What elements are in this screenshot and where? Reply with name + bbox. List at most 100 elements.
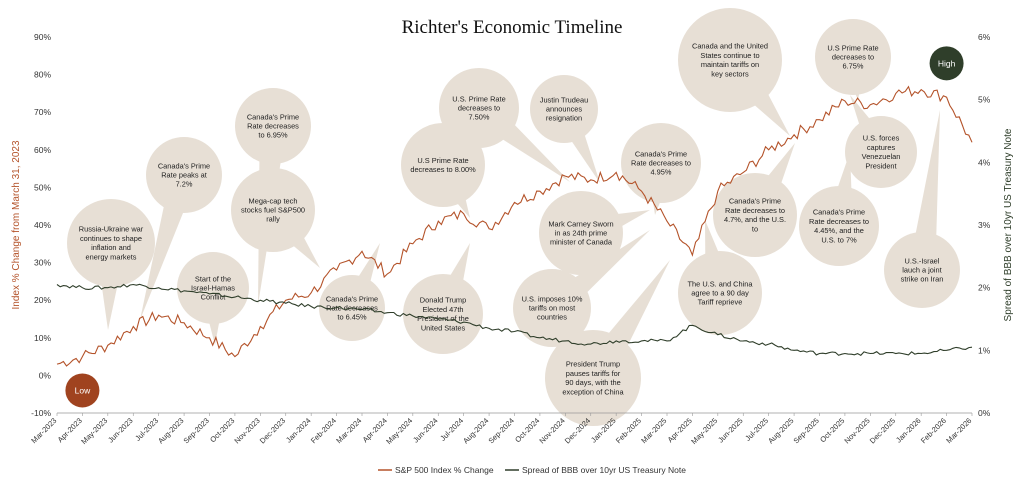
x-tick-label: Jan-2024 bbox=[284, 416, 312, 444]
y-left-tick-label: 40% bbox=[34, 220, 51, 230]
bubble-circle bbox=[403, 274, 483, 354]
x-tick-label: Mar-2023 bbox=[29, 416, 58, 445]
annotation-text: Canada's Prime Rate decreases to 4.45%, an… bbox=[809, 208, 869, 245]
bubble-circle bbox=[439, 68, 519, 148]
bubble-circle bbox=[231, 168, 315, 252]
y-right-tick-label: 0% bbox=[978, 408, 991, 418]
x-tick-label: Nov-2025 bbox=[842, 416, 871, 445]
annotation-bubble: U.S. Prime Rate decreases to 7.50% bbox=[439, 68, 570, 182]
y-left-tick-label: 20% bbox=[34, 295, 51, 305]
annotation-text: Canada and the United States continue to m… bbox=[692, 42, 768, 79]
x-tick-label: Jan-2026 bbox=[894, 416, 922, 444]
x-tick-label: Mar-2026 bbox=[944, 416, 973, 445]
annotation-text: Canada's Prime Rate peaks at 7.2% bbox=[158, 161, 210, 188]
annotation-text: Donald Trump Elected 47th President of the… bbox=[417, 296, 469, 333]
y-left-tick-label: -10% bbox=[31, 408, 51, 418]
x-tick-label: Dec-2025 bbox=[868, 416, 897, 445]
x-tick-label: Jun-2023 bbox=[106, 416, 134, 444]
y-right-tick-label: 1% bbox=[978, 345, 991, 355]
bubble-circle bbox=[678, 251, 762, 335]
annotation-text: U.S.-Israel lauch a joint strike on Iran bbox=[901, 256, 944, 283]
annotation-text: U.S Prime Rate decreases to 8.00% bbox=[410, 156, 476, 174]
y-right-tick-label: 5% bbox=[978, 95, 991, 105]
annotation-bubble: U.S. imposes 10% tariffs on most countries bbox=[513, 230, 650, 347]
x-tick-label: Aug-2024 bbox=[461, 416, 490, 445]
bubble-circle bbox=[530, 75, 598, 143]
x-tick-label: Nov-2024 bbox=[537, 416, 566, 445]
bubble-circle bbox=[815, 19, 891, 95]
y-left-tick-label: 30% bbox=[34, 258, 51, 268]
y-left-tick-label: 90% bbox=[34, 32, 51, 42]
marker-label: Low bbox=[75, 385, 91, 395]
x-tick-label: Feb-2024 bbox=[309, 416, 338, 445]
bubble-circle bbox=[713, 173, 797, 257]
y-left-tick-label: 0% bbox=[39, 370, 52, 380]
annotation-text: Canada's Prime Rate decreases to 6.95% bbox=[247, 112, 299, 139]
annotation-bubble: Canada and the United States continue to m… bbox=[678, 8, 790, 136]
x-tick-label: May-2025 bbox=[689, 416, 719, 446]
y-axis-right-title: Spread of BBB over 10yr US Treasury Note bbox=[1003, 128, 1014, 321]
legend-label: Spread of BBB over 10yr US Treasury Note bbox=[522, 465, 686, 475]
annotation-text: Mega-cap tech stocks fuel S&P500 rally bbox=[241, 196, 305, 223]
annotation-text: President Trump pauses tariffs for 90 days… bbox=[562, 360, 624, 397]
y-left-tick-label: 50% bbox=[34, 182, 51, 192]
marker-low: Low bbox=[65, 373, 100, 408]
y-left-tick-label: 60% bbox=[34, 145, 51, 155]
bubble-circle bbox=[884, 232, 960, 308]
annotation-bubble: Canada's Prime Rate decreases to 4.45%, an… bbox=[799, 152, 879, 266]
bubble-circle bbox=[845, 116, 917, 188]
annotation-text: Russia-Ukraine war continues to shape infl… bbox=[79, 225, 144, 262]
legend-item: Spread of BBB over 10yr US Treasury Note bbox=[505, 465, 686, 475]
annotation-bubble: Justin Trudeau announces resignation bbox=[530, 75, 600, 183]
legend-label: S&P 500 Index % Change bbox=[395, 465, 494, 475]
bubble-circle bbox=[621, 123, 701, 203]
annotation-text: Canada's Prime Rate decreases to 4.95% bbox=[631, 149, 691, 176]
x-tick-label: Feb-2025 bbox=[614, 416, 643, 445]
y-left-tick-label: 80% bbox=[34, 70, 51, 80]
x-tick-label: Sep-2023 bbox=[182, 416, 211, 445]
x-tick-label: Mar-2025 bbox=[639, 416, 668, 445]
x-tick-label: Aug-2025 bbox=[766, 416, 795, 445]
annotation-text: U.S. imposes 10% tariffs on most countries bbox=[522, 294, 583, 321]
extreme-markers: Low High bbox=[65, 46, 964, 408]
series-line-bbb-spread bbox=[56, 283, 973, 356]
y-left-tick-label: 70% bbox=[34, 107, 51, 117]
annotation-text: Justin Trudeau announces resignation bbox=[540, 95, 588, 122]
x-tick-label: Mar-2024 bbox=[334, 416, 363, 445]
annotation-bubble: Mark Carney Sworn in as 24th prime ministe… bbox=[539, 191, 650, 275]
y-left-tick-label: 10% bbox=[34, 333, 51, 343]
annotation-text: U.S Prime Rate decreases to 6.75% bbox=[827, 43, 878, 70]
annotation-text: Canada's Prime Rate decreases to 4.7%, and… bbox=[724, 197, 786, 234]
bubble-circle bbox=[235, 88, 311, 164]
bubble-circle bbox=[678, 8, 782, 112]
marker-circle bbox=[929, 46, 964, 81]
bubble-circle bbox=[545, 330, 641, 426]
marker-label: High bbox=[938, 58, 956, 68]
annotation-bubble: Canada's Prime Rate peaks at 7.2% bbox=[140, 137, 222, 320]
legend: S&P 500 Index % Change Spread of BBB over… bbox=[378, 465, 686, 475]
y-right-tick-label: 4% bbox=[978, 157, 991, 167]
x-tick-label: Dec-2023 bbox=[258, 416, 287, 445]
annotation-bubble: Canada's Prime Rate decreases to 4.7%, and… bbox=[713, 143, 797, 257]
annotation-bubble: U.S.-Israel lauch a joint strike on Iran bbox=[884, 110, 960, 308]
annotation-text: The U.S. and China agree to a 90 day Tarif… bbox=[688, 279, 754, 306]
series-line-sp500 bbox=[56, 85, 973, 367]
x-tick-label: Feb-2026 bbox=[919, 416, 948, 445]
annotation-bubble: Canada's Prime Rate decreases to 6.45% bbox=[319, 243, 385, 341]
bubble-circle bbox=[177, 252, 249, 324]
annotation-bubble: U.S Prime Rate decreases to 6.75% bbox=[815, 19, 891, 100]
annotation-bubble: President Trump pauses tariffs for 90 days… bbox=[545, 260, 670, 426]
annotation-text: U.S. forces captures Venezuelan President bbox=[862, 134, 901, 171]
annotation-bubble: Canada's Prime Rate decreases to 4.95% bbox=[621, 123, 701, 215]
marker-circle bbox=[65, 373, 100, 408]
series-lines bbox=[56, 85, 973, 367]
annotation-bubble: Donald Trump Elected 47th President of the… bbox=[403, 243, 483, 354]
x-tick-label: Jun-2025 bbox=[716, 416, 744, 444]
annotation-text: Mark Carney Sworn in as 24th prime ministe… bbox=[548, 219, 613, 246]
bubble-tail bbox=[908, 110, 940, 272]
marker-high: High bbox=[929, 46, 964, 81]
bubble-circle bbox=[513, 269, 591, 347]
legend-item: S&P 500 Index % Change bbox=[378, 465, 494, 475]
annotation-bubble: The U.S. and China agree to a 90 day Tarif… bbox=[678, 220, 762, 335]
